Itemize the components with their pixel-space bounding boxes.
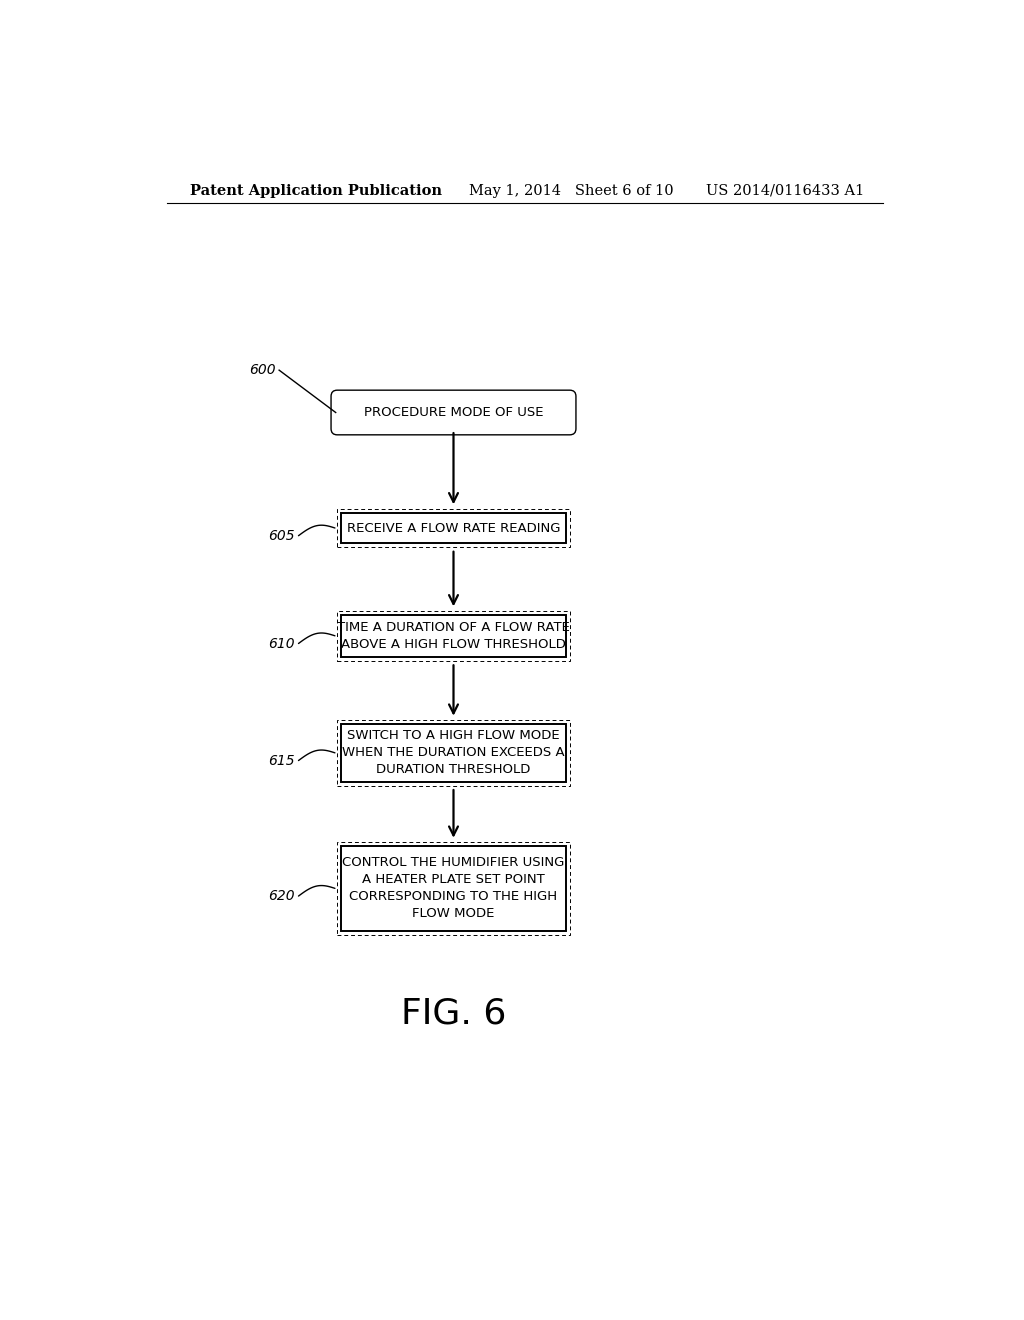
- Bar: [337, 611, 569, 661]
- Text: PROCEDURE MODE OF USE: PROCEDURE MODE OF USE: [364, 407, 544, 418]
- Text: 620: 620: [268, 890, 295, 903]
- Text: RECEIVE A FLOW RATE READING: RECEIVE A FLOW RATE READING: [347, 521, 560, 535]
- Text: May 1, 2014   Sheet 6 of 10: May 1, 2014 Sheet 6 of 10: [469, 183, 674, 198]
- Text: TIME A DURATION OF A FLOW RATE
ABOVE A HIGH FLOW THRESHOLD: TIME A DURATION OF A FLOW RATE ABOVE A H…: [337, 620, 570, 651]
- Text: 615: 615: [268, 754, 295, 767]
- Bar: [341, 723, 566, 781]
- Bar: [337, 842, 569, 935]
- Text: US 2014/0116433 A1: US 2014/0116433 A1: [706, 183, 864, 198]
- Text: 600: 600: [249, 363, 275, 378]
- Text: SWITCH TO A HIGH FLOW MODE
WHEN THE DURATION EXCEEDS A
DURATION THRESHOLD: SWITCH TO A HIGH FLOW MODE WHEN THE DURA…: [342, 730, 565, 776]
- Bar: [337, 721, 569, 785]
- Text: 610: 610: [268, 636, 295, 651]
- Bar: [337, 508, 569, 548]
- Text: 605: 605: [268, 529, 295, 543]
- Bar: [341, 615, 566, 657]
- Text: Patent Application Publication: Patent Application Publication: [190, 183, 442, 198]
- Text: CONTROL THE HUMIDIFIER USING
A HEATER PLATE SET POINT
CORRESPONDING TO THE HIGH
: CONTROL THE HUMIDIFIER USING A HEATER PL…: [342, 857, 564, 920]
- Bar: [341, 846, 566, 931]
- Text: FIG. 6: FIG. 6: [400, 997, 506, 1030]
- Bar: [341, 512, 566, 544]
- FancyBboxPatch shape: [331, 391, 575, 434]
